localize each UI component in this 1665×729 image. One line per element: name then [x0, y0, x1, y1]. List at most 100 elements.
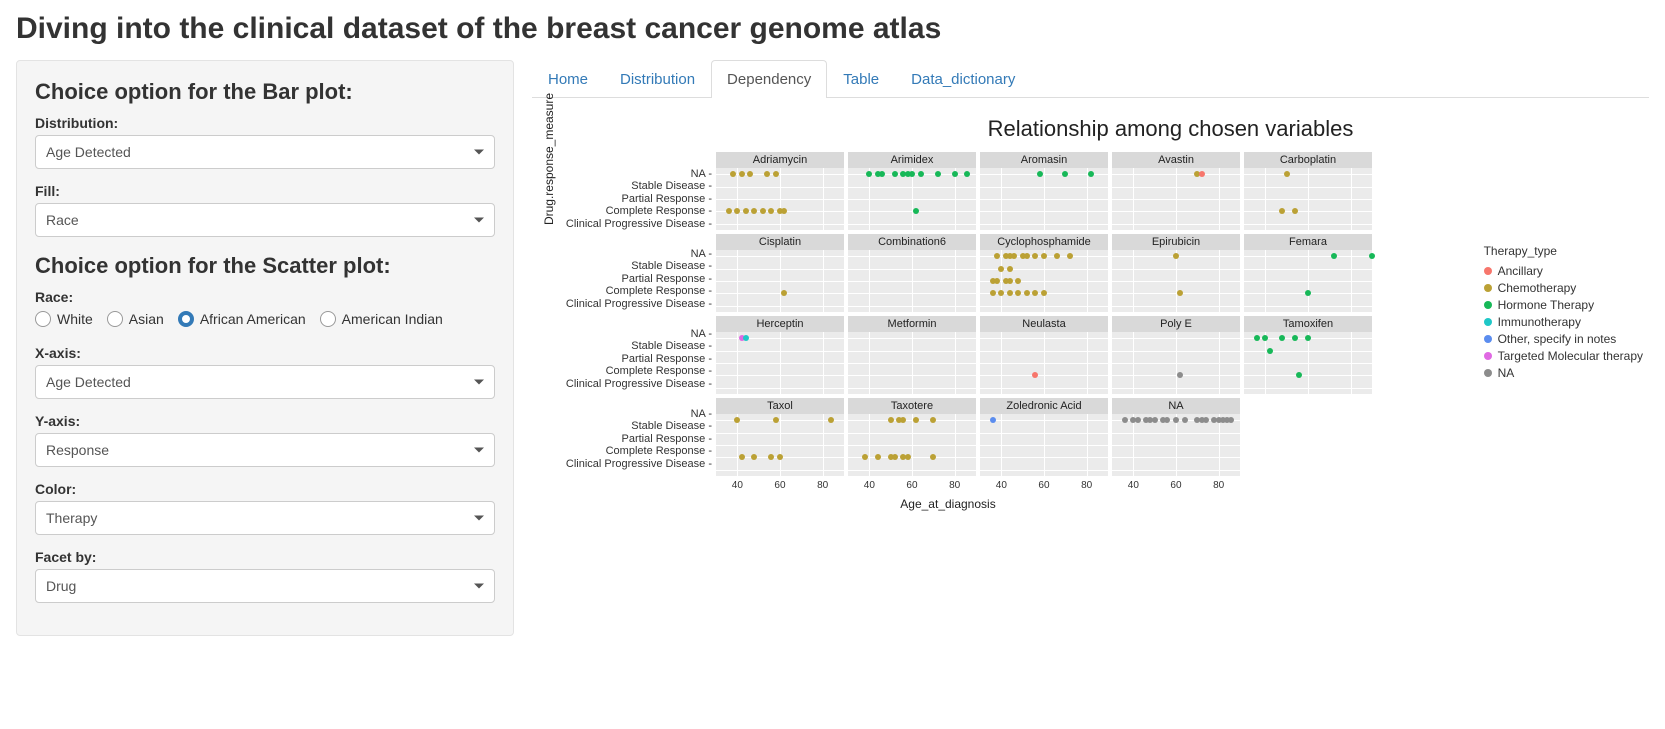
color-label: Color: [35, 481, 495, 497]
data-point [751, 208, 757, 214]
facet-label: Facet by: [35, 549, 495, 565]
race-radio-option[interactable]: White [35, 311, 93, 327]
x-tick-label: 80 [1213, 480, 1224, 491]
data-point [781, 290, 787, 296]
data-point [747, 171, 753, 177]
yaxis-label: Y-axis: [35, 413, 495, 429]
caret-down-icon [474, 448, 484, 453]
data-point [1164, 417, 1170, 423]
legend-title: Therapy_type [1484, 244, 1643, 258]
facet-panel: Taxotere [848, 398, 976, 476]
legend-swatch-icon [1484, 318, 1492, 326]
data-point [930, 417, 936, 423]
x-tick-group: 406080 [1112, 480, 1240, 491]
data-point [1024, 290, 1030, 296]
radio-icon [178, 311, 194, 327]
legend-item: Ancillary [1484, 264, 1643, 278]
facet-strip-label: Epirubicin [1112, 234, 1240, 250]
facet-strip-label: Combination6 [848, 234, 976, 250]
xaxis-value: Age Detected [46, 374, 131, 390]
facet-strip-label: Femara [1244, 234, 1372, 250]
y-tick-label: Complete Response - [560, 285, 712, 297]
tab-distribution[interactable]: Distribution [604, 60, 711, 98]
tab-data_dictionary[interactable]: Data_dictionary [895, 60, 1031, 98]
tab-table[interactable]: Table [827, 60, 895, 98]
data-point [730, 171, 736, 177]
facet-panel: Adriamycin [716, 152, 844, 230]
data-point [1369, 253, 1375, 259]
data-point [1305, 335, 1311, 341]
facet-strip-label: Zoledronic Acid [980, 398, 1108, 414]
caret-down-icon [474, 584, 484, 589]
race-label: Race: [35, 289, 495, 305]
yaxis-select[interactable]: Response [35, 433, 495, 467]
facet-select[interactable]: Drug [35, 569, 495, 603]
legend-item: Hormone Therapy [1484, 298, 1643, 312]
data-point [773, 417, 779, 423]
data-point [777, 454, 783, 460]
data-point [734, 208, 740, 214]
data-point [760, 208, 766, 214]
facet-strip-label: Neulasta [980, 316, 1108, 332]
data-point [1135, 417, 1141, 423]
data-point [935, 171, 941, 177]
radio-label: American Indian [342, 311, 443, 327]
chart-xlabel: Age_at_diagnosis [618, 497, 1278, 511]
data-point [734, 417, 740, 423]
distribution-select[interactable]: Age Detected [35, 135, 495, 169]
x-tick-label: 80 [1081, 480, 1092, 491]
legend-swatch-icon [1484, 284, 1492, 292]
fill-select[interactable]: Race [35, 203, 495, 237]
data-point [930, 454, 936, 460]
radio-label: White [57, 311, 93, 327]
facet-strip-label: Carboplatin [1244, 152, 1372, 168]
color-select[interactable]: Therapy [35, 501, 495, 535]
race-radio-option[interactable]: African American [178, 311, 306, 327]
data-point [1062, 171, 1068, 177]
race-radio-option[interactable]: Asian [107, 311, 164, 327]
data-point [1152, 417, 1158, 423]
yaxis-value: Response [46, 442, 109, 458]
data-point [1015, 290, 1021, 296]
data-point [1254, 335, 1260, 341]
chart-legend: Therapy_type AncillaryChemotherapyHormon… [1484, 152, 1643, 383]
facet-panel: Epirubicin [1112, 234, 1240, 312]
y-tick-label: Partial Response - [560, 433, 712, 445]
data-point [913, 208, 919, 214]
facet-panel: Avastin [1112, 152, 1240, 230]
facet-panel: Taxol [716, 398, 844, 476]
legend-label: Hormone Therapy [1498, 298, 1595, 312]
facet-panel: Combination6 [848, 234, 976, 312]
page-title: Diving into the clinical dataset of the … [16, 12, 1649, 46]
tab-dependency[interactable]: Dependency [711, 60, 827, 98]
fill-value: Race [46, 212, 79, 228]
facet-strip-label: Metformin [848, 316, 976, 332]
data-point [990, 290, 996, 296]
data-point [1041, 290, 1047, 296]
data-point [964, 171, 970, 177]
data-point [773, 171, 779, 177]
data-point [1331, 253, 1337, 259]
legend-label: NA [1498, 366, 1515, 380]
race-radio-option[interactable]: American Indian [320, 311, 443, 327]
y-tick-label: Clinical Progressive Disease - [560, 298, 712, 310]
data-point [1088, 171, 1094, 177]
data-point [1011, 253, 1017, 259]
data-point [726, 208, 732, 214]
data-point [739, 171, 745, 177]
xaxis-select[interactable]: Age Detected [35, 365, 495, 399]
chart-ylabel: Drug.response_measure [542, 93, 556, 225]
facet-strip-label: Cisplatin [716, 234, 844, 250]
y-tick-label: Partial Response - [560, 193, 712, 205]
y-tick-label: NA - [560, 408, 712, 420]
data-point [1267, 348, 1273, 354]
facet-panel: Poly E [1112, 316, 1240, 394]
legend-swatch-icon [1484, 267, 1492, 275]
data-point [1032, 372, 1038, 378]
legend-swatch-icon [1484, 301, 1492, 309]
data-point [1173, 253, 1179, 259]
data-point [1296, 372, 1302, 378]
facet-panel: Aromasin [980, 152, 1108, 230]
facet-strip-label: Aromasin [980, 152, 1108, 168]
y-tick-label: NA - [560, 168, 712, 180]
